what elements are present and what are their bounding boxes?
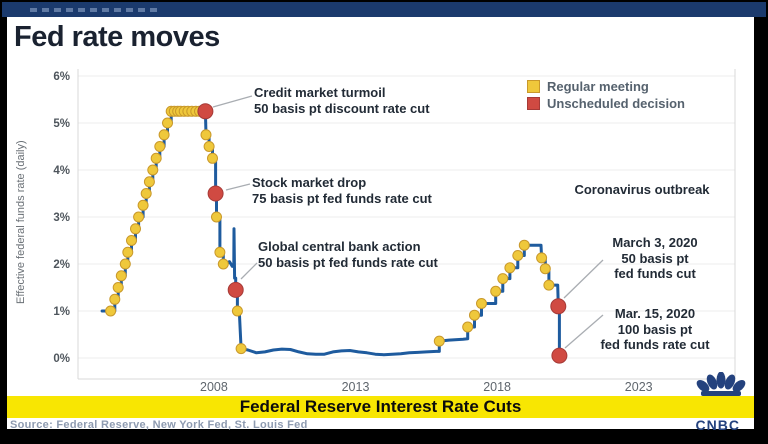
annotation-credit-market-turmoil: Credit market turmoil 50 basis pt discou… xyxy=(254,85,430,116)
regular-meeting-dot xyxy=(137,199,149,211)
peacock-logo-icon xyxy=(696,372,746,396)
annotation-march-3-2020: March 3, 2020 50 basis pt fed funds cut xyxy=(575,235,735,282)
unscheduled-decision-dot xyxy=(197,103,214,120)
annotation-global-central-bank-action: Global central bank action 50 basis pt f… xyxy=(258,239,438,270)
annotation-line: 75 basis pt fed funds rate cut xyxy=(252,190,432,206)
x-tick-label: 2013 xyxy=(342,380,370,394)
unscheduled-decision-dot xyxy=(551,347,568,364)
leader-line xyxy=(563,259,604,299)
annotation-line: 100 basis pt xyxy=(617,321,693,337)
legend-label-unscheduled: Unscheduled decision xyxy=(547,95,685,111)
caption-banner: Federal Reserve Interest Rate Cuts xyxy=(7,396,754,418)
y-tick-label: 1% xyxy=(53,306,70,318)
regular-meeting-dot xyxy=(207,152,218,164)
regular-meeting-dot xyxy=(231,305,243,317)
annotation-line: 50 basis pt fed funds rate cut xyxy=(258,254,438,270)
annotation-line: Global central bank action xyxy=(258,239,421,254)
regular-meeting-dot xyxy=(158,129,170,141)
caption-banner-text: Federal Reserve Interest Rate Cuts xyxy=(239,397,522,416)
cnbc-wordmark: CNBC xyxy=(695,417,740,433)
regular-meeting-dot xyxy=(143,176,155,188)
regular-meeting-dot xyxy=(235,343,247,355)
annotation-line: Mar. 15, 2020 xyxy=(614,306,696,321)
leader-line xyxy=(212,95,253,108)
y-axis-label: Effective federal funds rate (daily) xyxy=(15,140,27,304)
annotation-line: fed funds cut xyxy=(614,266,696,281)
regular-meeting-dot xyxy=(536,252,548,264)
legend-item-unscheduled: Unscheduled decision xyxy=(527,95,685,111)
regular-meeting-dot xyxy=(497,273,509,285)
annotation-coronavirus-outbreak: Coronavirus outbreak xyxy=(547,182,737,198)
regular-meeting-dot xyxy=(490,285,502,297)
x-tick-label: 2008 xyxy=(200,380,228,394)
regular-meeting-dot xyxy=(150,152,162,164)
unscheduled-decision-dot xyxy=(227,281,244,298)
regular-meeting-dot xyxy=(154,141,166,152)
regular-meeting-dot xyxy=(112,282,124,293)
rate-line xyxy=(100,109,561,358)
regular-meeting-dot xyxy=(469,309,480,321)
regular-meeting-dot xyxy=(140,188,152,199)
y-tick-label: 5% xyxy=(53,118,70,130)
unscheduled-decision-swatch-icon xyxy=(527,96,540,110)
regular-meeting-dot xyxy=(105,305,117,317)
window-title-text-remnant xyxy=(30,8,160,12)
legend: Regular meeting Unscheduled decision xyxy=(527,78,685,112)
annotation-stock-market-drop: Stock market drop 75 basis pt fed funds … xyxy=(252,175,432,206)
y-tick-label: 4% xyxy=(53,165,70,177)
x-tick-label: 2018 xyxy=(483,380,511,394)
regular-meeting-dot xyxy=(200,129,212,141)
regular-meeting-dot xyxy=(539,263,551,275)
legend-item-regular: Regular meeting xyxy=(527,78,685,94)
source-credit: Source: Federal Reserve, New York Fed, S… xyxy=(10,419,308,431)
unscheduled-decision-dot xyxy=(550,298,567,315)
regular-meeting-dot xyxy=(126,235,137,246)
y-tick-label: 6% xyxy=(53,71,70,83)
leader-line xyxy=(564,314,604,349)
regular-meeting-dot xyxy=(543,279,555,291)
annotation-line: Coronavirus outbreak xyxy=(574,182,710,197)
window-title-bar xyxy=(2,2,766,17)
regular-meeting-dot xyxy=(162,117,173,129)
regular-meeting-dot xyxy=(203,141,215,152)
y-tick-label: 3% xyxy=(53,212,70,224)
unscheduled-decision-dot xyxy=(207,185,224,202)
regular-meeting-dot xyxy=(109,293,121,305)
regular-meeting-dot xyxy=(433,335,445,347)
regular-meeting-dot xyxy=(504,262,516,274)
annotation-line: Stock market drop xyxy=(252,175,367,190)
leader-line xyxy=(240,262,258,280)
annotation-line: March 3, 2020 xyxy=(612,235,698,250)
y-tick-label: 2% xyxy=(53,259,70,271)
regular-meeting-dot xyxy=(115,270,127,282)
leader-line xyxy=(225,183,251,191)
graphic-content: Fed rate moves 0% 1% 2% 3% 4% 5% 6% 2008 2013 201… xyxy=(7,17,754,433)
chart-title: Fed rate moves xyxy=(14,21,220,53)
regular-meeting-dot xyxy=(214,246,226,258)
regular-meeting-dot xyxy=(476,298,487,309)
fed-rate-chart: 0% 1% 2% 3% 4% 5% 6% 2008 2013 2018 2023 xyxy=(53,69,736,394)
regular-meeting-dot xyxy=(122,246,134,258)
annotation-line: 50 basis pt discount rate cut xyxy=(254,100,430,116)
regular-meeting-dot xyxy=(462,321,474,333)
regular-meeting-dot xyxy=(512,250,524,261)
regular-meeting-swatch-icon xyxy=(527,79,540,93)
annotation-line: 50 basis pt xyxy=(621,250,689,266)
annotation-line: Credit market turmoil xyxy=(254,85,386,100)
regular-meeting-dot xyxy=(130,223,141,235)
regular-meeting-dot xyxy=(147,164,159,176)
regular-meeting-dot xyxy=(217,258,229,270)
legend-label-regular: Regular meeting xyxy=(547,78,649,94)
regular-meeting-dot xyxy=(119,258,131,270)
y-tick-label: 0% xyxy=(53,353,70,365)
regular-meeting-dot xyxy=(518,239,530,251)
annotation-march-15-2020: Mar. 15, 2020 100 basis pt fed funds rat… xyxy=(575,306,735,353)
regular-meeting-dot xyxy=(211,211,222,223)
x-tick-label: 2023 xyxy=(625,380,653,394)
regular-meeting-dot xyxy=(133,211,145,223)
annotation-line: fed funds rate cut xyxy=(600,337,710,352)
